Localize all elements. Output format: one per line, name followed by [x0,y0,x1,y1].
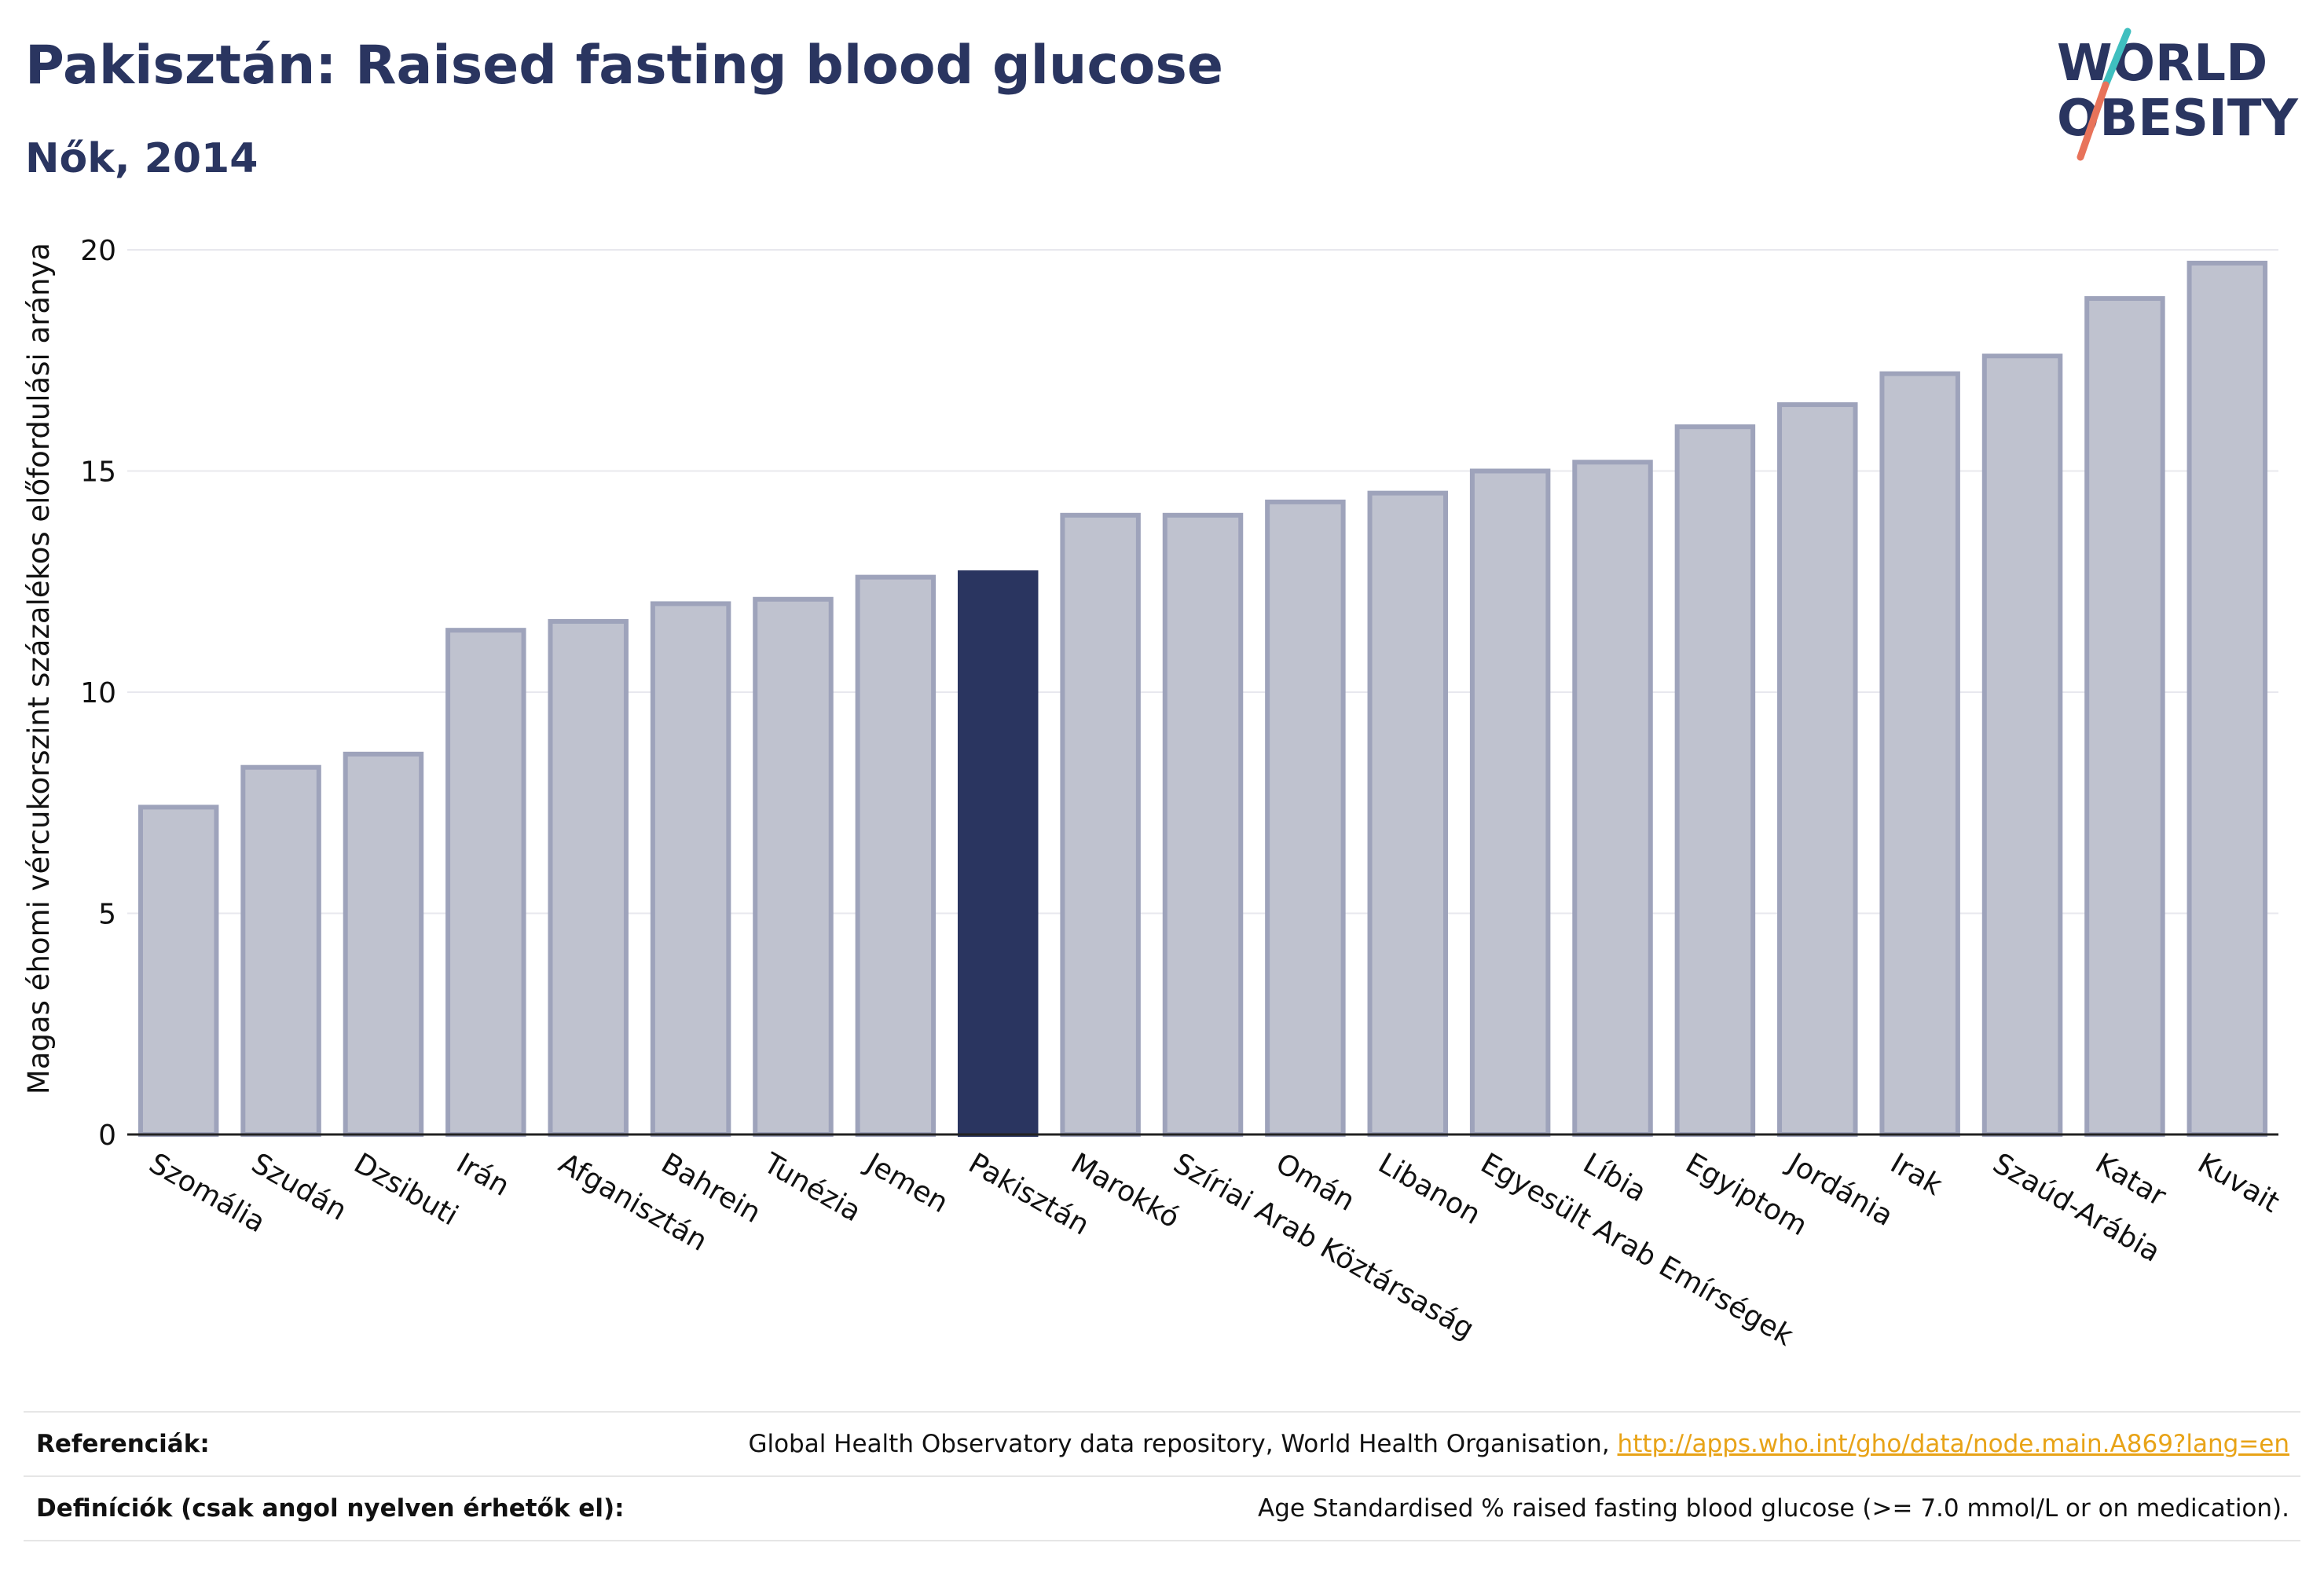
bar-Jemen [855,574,937,1137]
bar-Dzsibuti [343,751,424,1137]
bar-Afganisztán [548,618,629,1137]
x-tick-label: Szomália [144,1147,271,1239]
bar-Szíriai Arab Köztársaság [1162,512,1244,1137]
chart-subtitle: Nők, 2014 [25,135,258,182]
bars [137,260,2268,1138]
definitions-value: Age Standardised % raised fasting blood … [1258,1494,2289,1523]
definitions-label: Definíciók (csak angol nyelven érhetők e… [36,1494,625,1523]
references-label: Referenciák: [36,1430,210,1458]
logo-text-world: WORLD [2057,35,2267,93]
bar-Szaúd-Arábia [1981,354,2063,1137]
bar-Marokkó [1060,512,1141,1137]
x-tick-label: Irak [1885,1147,1948,1202]
bar-Líbia [1572,460,1653,1137]
x-tick-label: Dzsibuti [348,1147,463,1232]
bar-Egyiptom [1674,424,1756,1137]
x-tick-label: Katar [2090,1147,2172,1213]
bar-Szomália [137,804,219,1137]
bar-Libanon [1367,490,1449,1137]
footer-divider-top [24,1411,2300,1413]
footer-divider-bottom [24,1540,2300,1541]
footer-divider-middle [24,1475,2300,1477]
y-axis-label: Magas éhomi vércukorszint százalékos elő… [22,243,56,1094]
bar-Pakisztán [957,570,1039,1137]
references-text: Global Health Observatory data repositor… [748,1430,1618,1458]
bar-Bahrein [650,601,731,1137]
references-value: Global Health Observatory data repositor… [748,1430,2289,1458]
y-tick-label: 0 [98,1120,116,1152]
references-link[interactable]: http://apps.who.int/gho/data/node.main.A… [1617,1430,2289,1458]
x-tick-label: Kuvait [2192,1147,2285,1219]
y-tick-label: 5 [98,899,116,931]
bar-Kuvait [2187,260,2268,1137]
logo-slash-teal [2102,27,2132,89]
bar-Jordánia [1777,402,1858,1137]
x-tick-label: Líbia [1578,1147,1651,1208]
x-tick-label: Tunézia [757,1147,867,1229]
y-tick-label: 20 [80,235,116,267]
world-obesity-logo: WORLD OBESITY [2057,27,2298,161]
bar-Irak [1879,371,1960,1137]
chart-title: Pakisztán: Raised fasting blood glucose [25,35,1223,97]
y-tick-labels: 0 5 10 15 20 [80,235,116,1152]
bar-Katar [2084,295,2165,1137]
logo-slash-coral [2077,81,2110,161]
y-tick-label: 10 [80,677,116,709]
bar-Szudán [240,764,321,1138]
y-tick-label: 15 [80,456,116,489]
bar-Egyesült Arab Emírségek [1469,468,1551,1137]
bar-Tunézia [753,596,834,1137]
x-tick-label: Libanon [1373,1147,1486,1231]
bar-Omán [1265,499,1346,1137]
bar-Irán [445,628,526,1137]
x-tick-label: Irán [451,1147,515,1203]
x-tick-label: Jemen [860,1146,954,1219]
